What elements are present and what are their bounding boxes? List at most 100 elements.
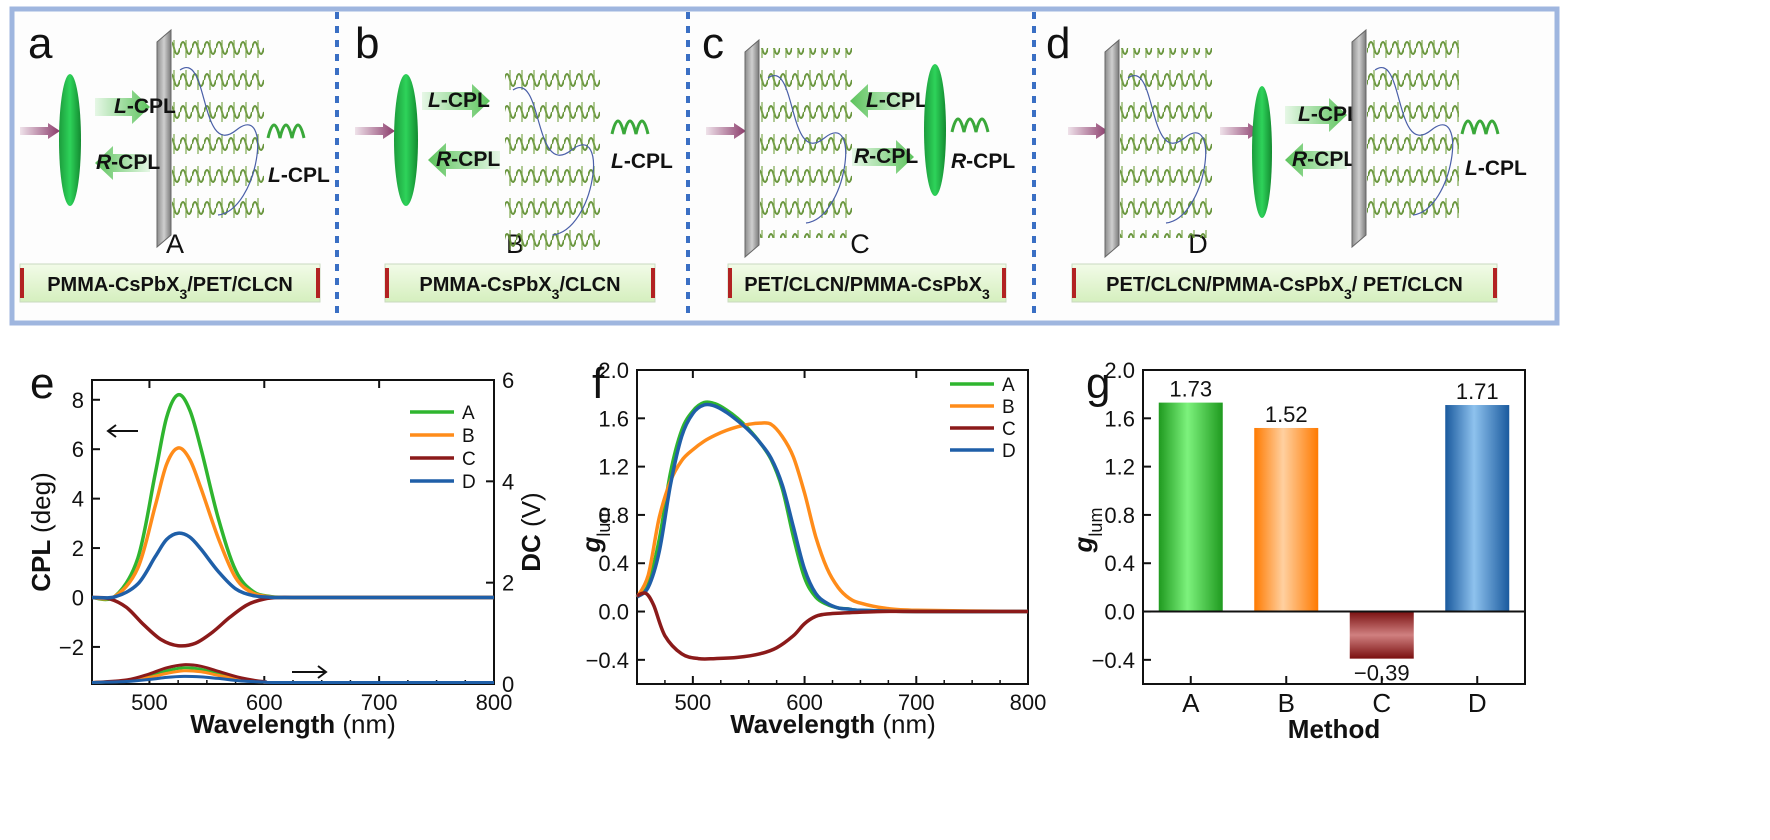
y-tick-label: −0.4 — [586, 648, 629, 673]
x-tick-label: 600 — [786, 690, 823, 715]
incident-light-arrow — [706, 123, 746, 139]
x-tick-label: 600 — [246, 690, 283, 715]
y2-tick-label: 0 — [502, 672, 514, 697]
structure-label: PMMA-CsPbX3/PET/CLCN — [47, 274, 293, 302]
clcn-helix-array — [1120, 48, 1212, 238]
label-box-edge-right — [316, 268, 320, 298]
x-axis-label: Wavelength (nm) — [190, 709, 396, 739]
cpl-label: R-CPL — [854, 145, 918, 168]
structure-label: PMMA-CsPbX3/CLCN — [419, 274, 620, 302]
y-tick-label: 0.4 — [598, 551, 629, 576]
cpl-label: L-CPL — [114, 95, 176, 118]
x-axis-label: Method — [1288, 714, 1380, 744]
panel-letter-c: c — [702, 19, 724, 68]
y-tick-label: 4 — [72, 487, 84, 512]
legend-label-C: C — [1002, 419, 1016, 440]
structure-label-box — [384, 263, 656, 303]
bar-A — [1158, 402, 1223, 612]
y-tick-label: 6 — [72, 437, 84, 462]
y-tick-label: −0.4 — [1092, 648, 1135, 673]
label-box-edge-right — [651, 268, 655, 298]
polymer-network — [1374, 67, 1454, 216]
arrow-right — [852, 140, 914, 174]
clcn-helix-array — [505, 60, 600, 250]
y-tick-label: 0.8 — [598, 503, 629, 528]
pet-substrate — [1351, 28, 1367, 249]
y-tick-label: 0.4 — [1104, 551, 1135, 576]
structure-label-box — [1071, 263, 1498, 303]
pmma-cspbx3-film — [924, 64, 946, 196]
series-line-B — [91, 446, 494, 601]
x-tick-label-A: A — [1182, 688, 1200, 718]
bar-value-label-B: 1.52 — [1265, 402, 1308, 427]
clcn-helix-array — [172, 40, 264, 230]
panel-letter-d: d — [1046, 19, 1070, 68]
panel-letter-b: b — [355, 19, 379, 68]
series-line-D — [635, 402, 1029, 614]
bar-B — [1254, 427, 1319, 612]
cpl-label: R-CPL — [436, 148, 500, 171]
pmma-cspbx3-film — [59, 74, 81, 206]
x-tick-label: 800 — [1010, 690, 1047, 715]
cpl-label: L-CPL — [866, 89, 928, 112]
incident-light-arrow — [1220, 123, 1260, 139]
structure-label-box — [19, 263, 321, 303]
cpl-label: L-CPL — [428, 89, 490, 112]
legend-label-A: A — [1002, 375, 1015, 396]
label-box-edge-right — [1493, 268, 1497, 298]
pet-substrate — [744, 38, 760, 259]
y-tick-label: 2 — [72, 536, 84, 561]
legend-label-C: C — [462, 449, 476, 470]
structure-label: PET/CLCN/PMMA-CsPbX3/ PET/CLCN — [1106, 274, 1463, 302]
legend-label-D: D — [462, 472, 476, 493]
cpl-label: L-CPL — [1298, 103, 1360, 126]
chart-g: g−0.40.00.40.81.21.62.01.73A1.52B−0.39C1… — [1068, 358, 1526, 744]
bar-value-label-A: 1.73 — [1169, 377, 1212, 402]
polymer-network — [179, 67, 259, 216]
panel-letter-g: g — [1086, 359, 1110, 408]
right-axis-arrow — [292, 665, 328, 679]
clcn-helix-array — [1367, 40, 1459, 230]
arrow-left — [428, 143, 500, 177]
x-axis-label: Wavelength (nm) — [730, 709, 936, 739]
cpl-wave-icon — [950, 117, 990, 133]
legend-label-D: D — [1002, 441, 1016, 462]
series-line-C — [636, 591, 1028, 661]
polymer-network — [512, 87, 595, 236]
y2-tick-label: 6 — [502, 368, 514, 393]
y-tick-label: 1.6 — [598, 406, 629, 431]
plot-frame — [91, 379, 495, 685]
pmma-cspbx3-film — [1252, 86, 1272, 218]
y-tick-label: 8 — [72, 388, 84, 413]
panel-letter-a: a — [28, 19, 53, 68]
arrow-left — [850, 84, 916, 118]
pet-substrate — [156, 28, 172, 249]
x-tick-label-C: C — [1372, 688, 1391, 718]
cpl-wave-icon — [266, 123, 306, 139]
y-tick-label: 2.0 — [1104, 358, 1135, 383]
panel-letter-f: f — [592, 359, 605, 408]
x-tick-label-B: B — [1278, 688, 1295, 718]
bar-C — [1349, 611, 1414, 659]
structure-label-box — [727, 263, 1007, 303]
cpl-label: R-CPL — [96, 151, 160, 174]
series-line-C — [91, 595, 494, 648]
x-tick-label: 800 — [476, 690, 513, 715]
y-tick-label: −2 — [59, 635, 84, 660]
schematic-caption-C: C — [850, 229, 870, 259]
arrow-right — [95, 90, 150, 124]
dc-series-line-D — [91, 674, 495, 685]
left-axis-arrow — [106, 424, 138, 438]
y-tick-label: 2.0 — [598, 358, 629, 383]
series-line-D — [91, 531, 494, 600]
panel-letter-e: e — [30, 359, 54, 408]
structure-label: PET/CLCN/PMMA-CsPbX3 — [744, 274, 990, 302]
polymer-network — [767, 75, 847, 224]
schematic-a: a A PMMA-CsPbX3/PET/CLCN L-CPL R-CPL L-CPL — [19, 19, 330, 303]
polymer-network — [1127, 75, 1207, 224]
arrow-right — [422, 84, 490, 118]
